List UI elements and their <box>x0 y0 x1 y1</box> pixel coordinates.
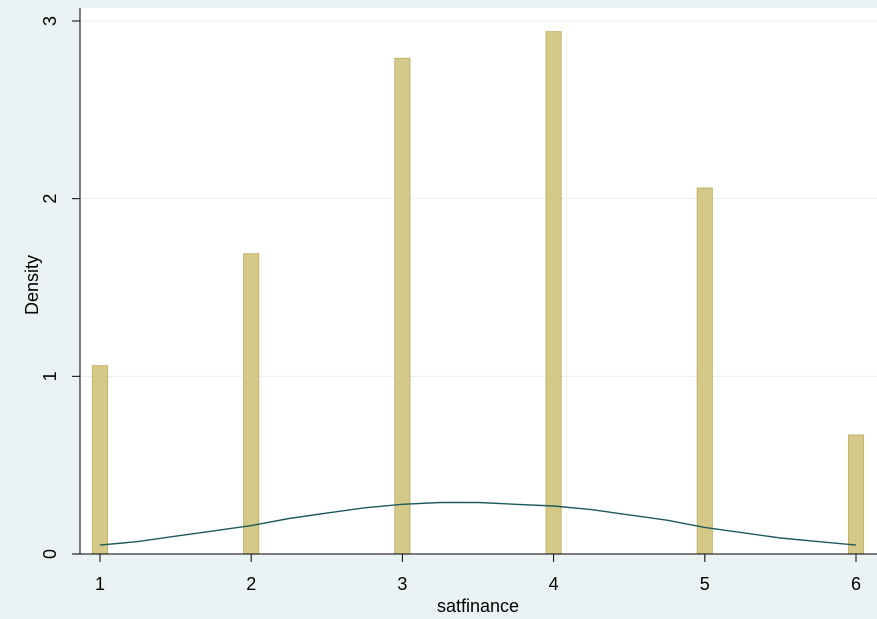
x-tick-label: 1 <box>95 574 105 594</box>
bars <box>91 31 865 555</box>
x-tick-label: 2 <box>246 574 256 594</box>
y-tick-label: 3 <box>40 16 60 26</box>
bar <box>696 187 713 555</box>
normal-density-curve <box>99 501 857 546</box>
bar <box>394 57 411 555</box>
y-axis-title: Density <box>22 255 42 315</box>
y-axis-ticks: 0 1 2 3 <box>40 16 80 559</box>
x-axis-title: satfinance <box>437 596 519 616</box>
x-tick-label: 3 <box>397 574 407 594</box>
y-tick-label: 0 <box>40 549 60 559</box>
bar <box>847 434 865 555</box>
bar <box>243 253 260 555</box>
x-axis-ticks: 1 2 3 4 5 6 <box>95 554 861 594</box>
gridlines <box>80 20 877 377</box>
y-tick-label: 1 <box>40 371 60 381</box>
bar <box>545 31 562 555</box>
x-tick-label: 5 <box>700 574 710 594</box>
plot-area <box>80 8 877 554</box>
bar <box>91 365 109 555</box>
x-tick-label: 4 <box>549 574 559 594</box>
y-tick-label: 2 <box>40 194 60 204</box>
x-tick-label: 6 <box>851 574 861 594</box>
